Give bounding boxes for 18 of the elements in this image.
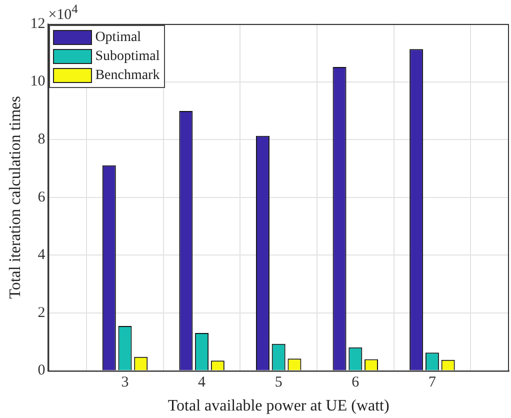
legend-label: Optimal [95, 30, 142, 46]
x-tick-label: 3 [121, 374, 129, 391]
y-axis-title: Total iteration calculation times [6, 96, 24, 299]
y-tick-label: 6 [38, 189, 46, 206]
x-tick-label: 7 [428, 374, 436, 391]
legend-label: Suboptimal [95, 48, 160, 64]
y-tick-label: 0 [38, 362, 46, 379]
y-tick-label: 12 [30, 16, 46, 32]
y-tick-label: 2 [38, 304, 46, 321]
x-tick-label: 4 [198, 374, 206, 391]
y-tick-label: 4 [38, 247, 46, 264]
legend-label: Benchmark [95, 68, 160, 84]
x-axis-title: Total available power at UE (watt) [168, 398, 390, 415]
y-tick-label: 8 [38, 132, 46, 148]
y-tick-label: 10 [30, 74, 46, 90]
x-tick-label: 6 [352, 374, 360, 391]
x-tick-label: 5 [274, 374, 282, 391]
text: ×10$^{4}$ [48, 2, 78, 24]
